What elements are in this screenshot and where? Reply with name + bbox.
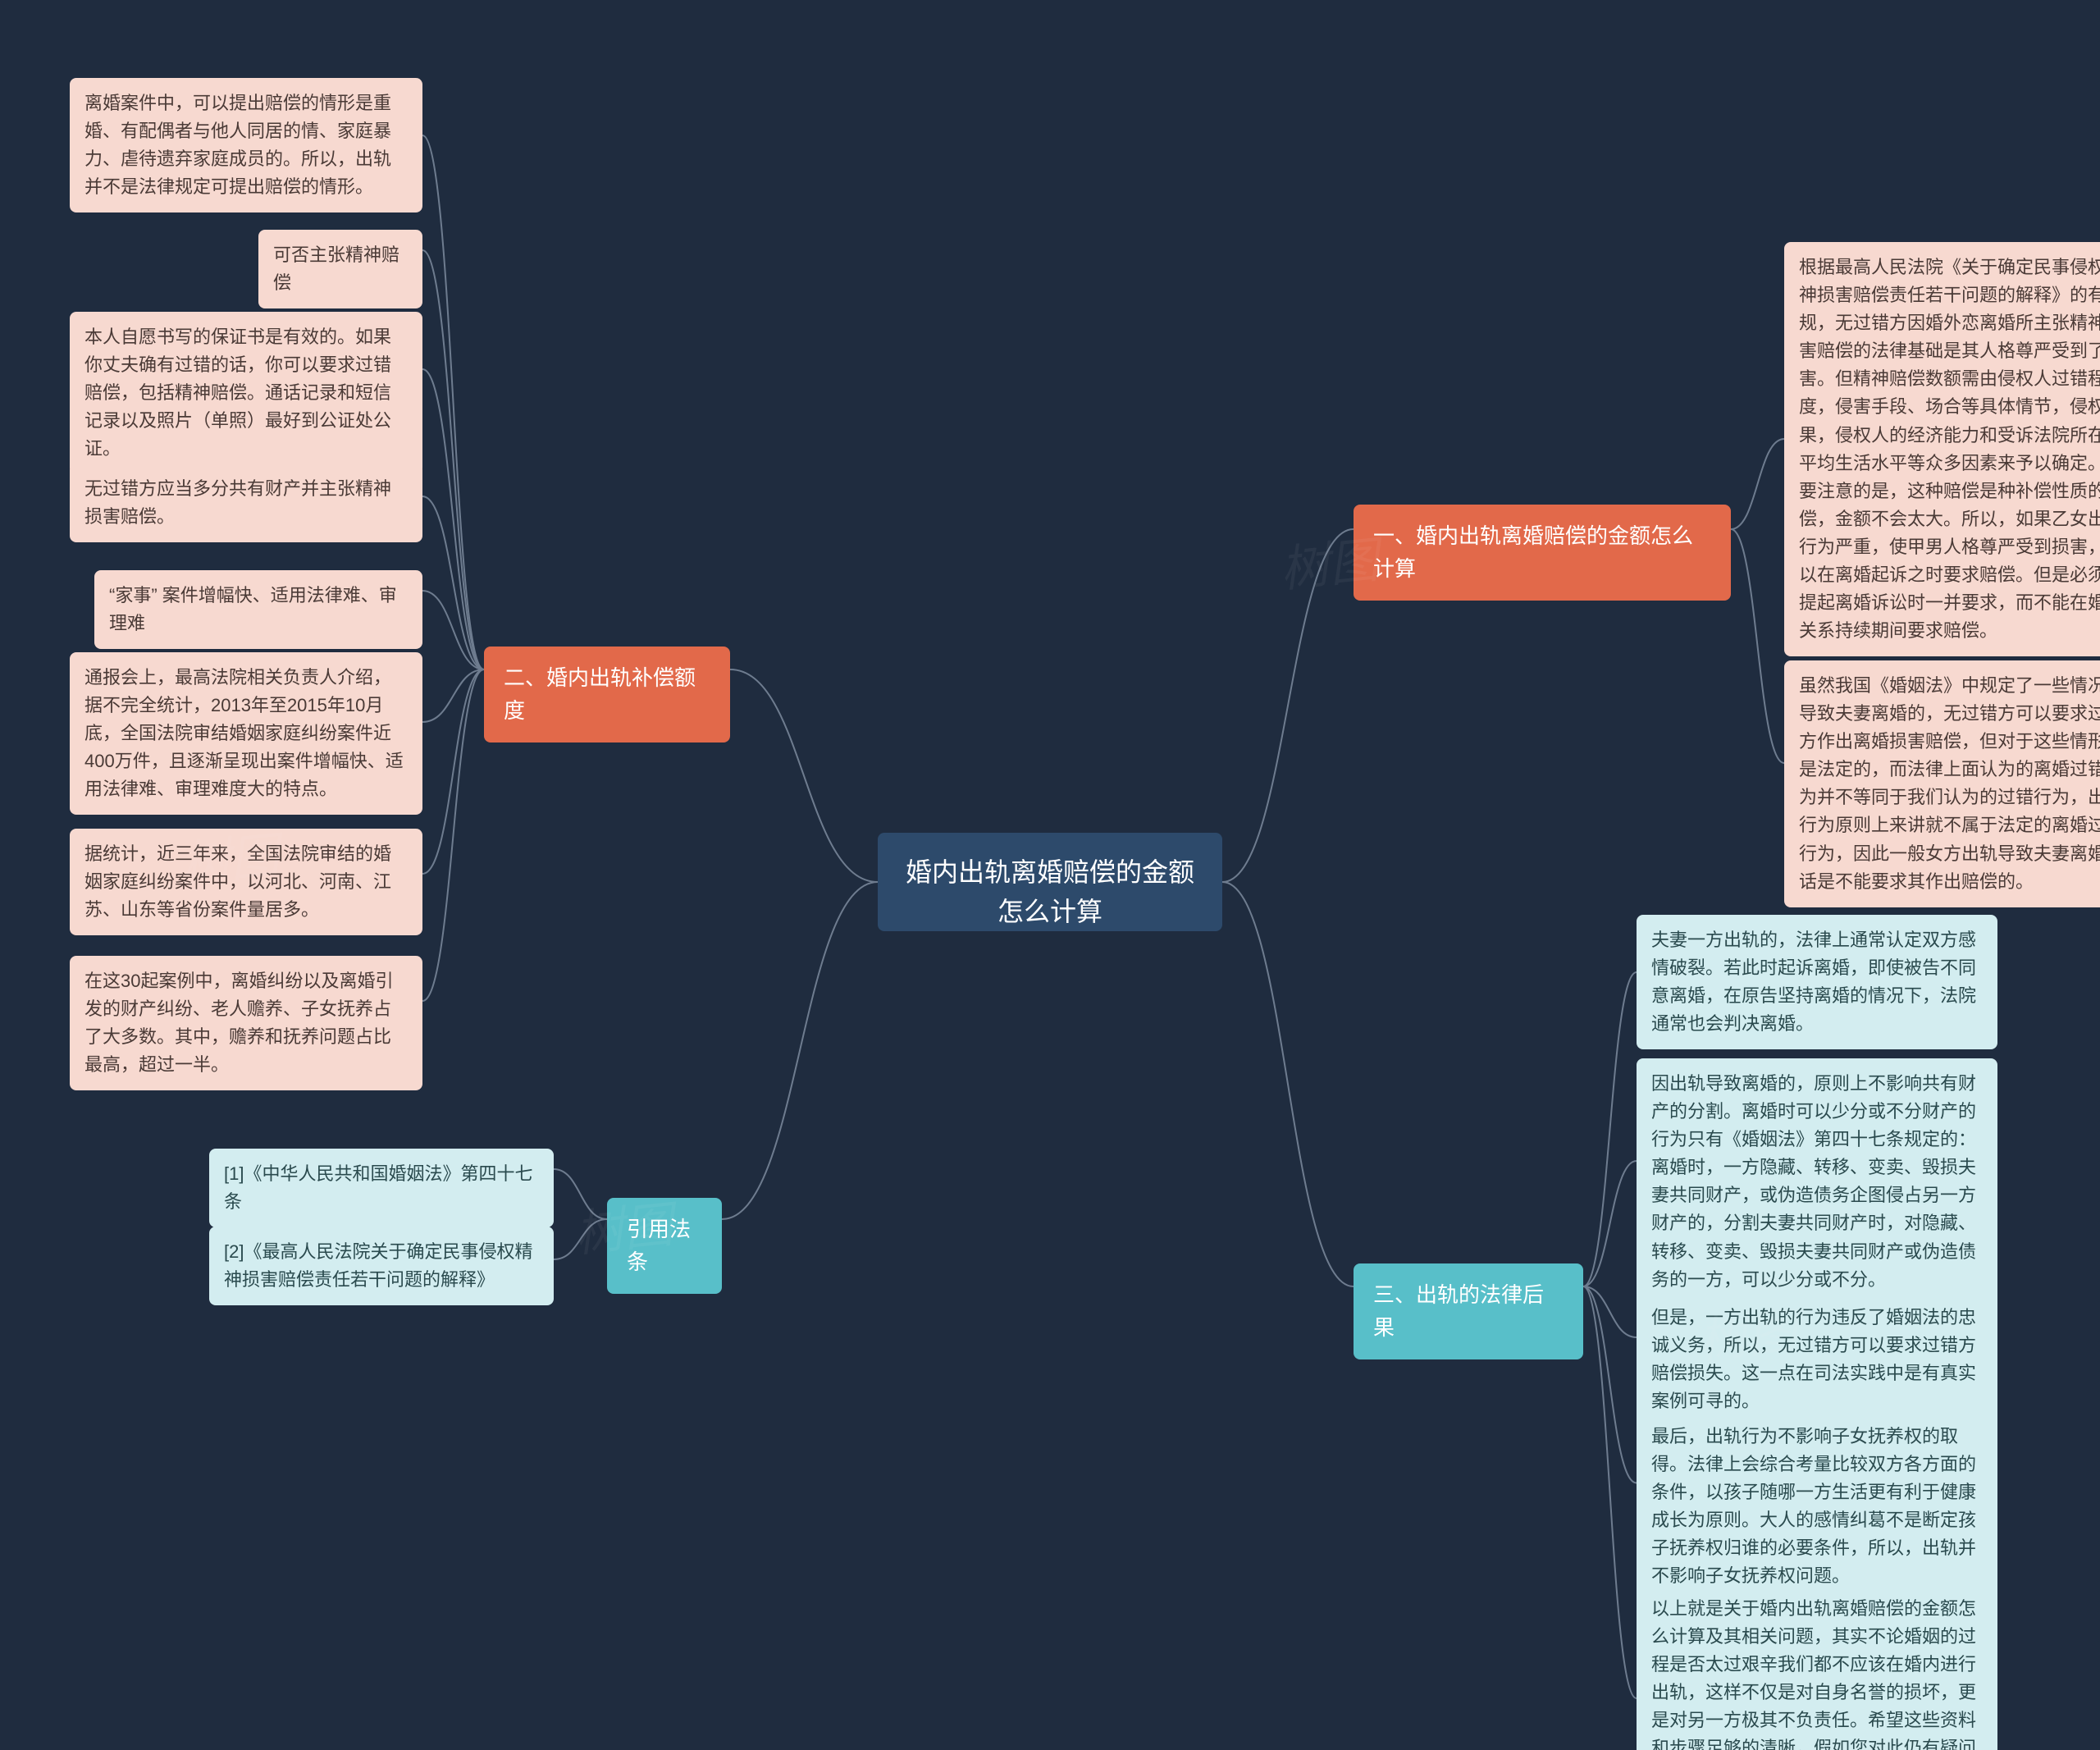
leaf-b2-0: 离婚案件中，可以提出赔偿的情形是重婚、有配偶者与他人同居的情、家庭暴力、虐待遗弃… <box>70 78 422 212</box>
leaf-b2-5: 通报会上，最高法院相关负责人介绍，据不完全统计，2013年至2015年10月底，… <box>70 652 422 815</box>
leaf-b2-4: “家事” 案件增幅快、适用法律难、审理难 <box>94 570 422 649</box>
center-node: 婚内出轨离婚赔偿的金额怎么计算 <box>878 833 1222 931</box>
branch-b1: 一、婚内出轨离婚赔偿的金额怎么计算 <box>1354 505 1731 601</box>
leaf-b3-4: 以上就是关于婚内出轨离婚赔偿的金额怎么计算及其相关问题，其实不论婚姻的过程是否太… <box>1637 1583 1997 1750</box>
leaf-b2-7: 在这30起案例中，离婚纠纷以及离婚引发的财产纠纷、老人赡养、子女抚养占了大多数。… <box>70 956 422 1090</box>
leaf-b4-0: [1]《中华人民共和国婚姻法》第四十七条 <box>209 1149 554 1227</box>
leaf-b3-1: 因出轨导致离婚的，原则上不影响共有财产的分割。离婚时可以少分或不分财产的行为只有… <box>1637 1058 1997 1305</box>
leaf-b2-2: 本人自愿书写的保证书是有效的。如果你丈夫确有过错的话，你可以要求过错赔偿，包括精… <box>70 312 422 474</box>
leaf-b3-0: 夫妻一方出轨的，法律上通常认定双方感情破裂。若此时起诉离婚，即使被告不同意离婚，… <box>1637 915 1997 1049</box>
leaf-b4-1: [2]《最高人民法院关于确定民事侵权精神损害赔偿责任若干问题的解释》 <box>209 1227 554 1305</box>
leaf-b2-3: 无过错方应当多分共有财产并主张精神损害赔偿。 <box>70 464 422 542</box>
leaf-b2-1: 可否主张精神赔偿 <box>258 230 422 308</box>
leaf-b1-1: 虽然我国《婚姻法》中规定了一些情况下导致夫妻离婚的，无过错方可以要求过错方作出离… <box>1784 660 2100 907</box>
leaf-b2-6: 据统计，近三年来，全国法院审结的婚姻家庭纠纷案件中，以河北、河南、江苏、山东等省… <box>70 829 422 935</box>
leaf-b1-0: 根据最高人民法院《关于确定民事侵权精神损害赔偿责任若干问题的解释》的有关规，无过… <box>1784 242 2100 656</box>
branch-b3: 三、出轨的法律后果 <box>1354 1263 1583 1359</box>
leaf-b3-2: 但是，一方出轨的行为违反了婚姻法的忠诚义务，所以，无过错方可以要求过错方赔偿损失… <box>1637 1292 1997 1427</box>
leaf-b3-3: 最后，出轨行为不影响子女抚养权的取得。法律上会综合考量比较双方各方面的条件，以孩… <box>1637 1411 1997 1602</box>
branch-b2: 二、婚内出轨补偿额度 <box>484 647 730 742</box>
branch-b4: 引用法条 <box>607 1198 722 1294</box>
